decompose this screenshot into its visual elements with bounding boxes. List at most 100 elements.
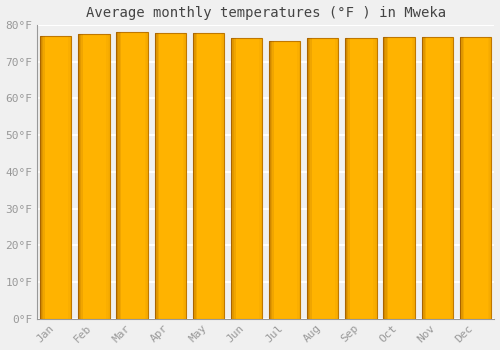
Bar (66, 36, 68, 319)
Bar (394, 37, 396, 319)
Bar (406, 37, 407, 319)
Bar (452, 37, 453, 319)
Bar (146, 32, 148, 319)
Bar (434, 37, 436, 319)
Bar (375, 38, 376, 319)
Bar (45, 36, 46, 319)
Bar (307, 38, 338, 319)
Bar (246, 38, 248, 319)
Bar (364, 38, 366, 319)
Bar (100, 34, 102, 319)
Bar (290, 41, 291, 319)
Bar (158, 33, 160, 319)
Bar (312, 38, 314, 319)
Bar (282, 41, 283, 319)
Bar (400, 37, 402, 319)
Bar (124, 32, 126, 319)
Bar (182, 33, 184, 319)
Bar (168, 33, 170, 319)
Bar (402, 37, 404, 319)
Bar (184, 33, 186, 319)
Bar (122, 32, 124, 319)
Bar (221, 33, 222, 319)
Bar (170, 33, 172, 319)
Bar (213, 33, 214, 319)
Bar (460, 37, 491, 319)
Bar (132, 32, 134, 319)
Bar (199, 33, 200, 319)
Bar (272, 41, 274, 319)
Bar (220, 33, 221, 319)
Bar (237, 38, 238, 319)
Bar (40, 36, 72, 319)
Bar (396, 37, 398, 319)
Bar (278, 41, 280, 319)
Bar (346, 38, 376, 319)
Bar (348, 38, 350, 319)
Bar (202, 33, 203, 319)
Bar (138, 32, 140, 319)
Bar (102, 34, 104, 319)
Bar (478, 37, 480, 319)
Bar (59, 36, 60, 319)
Bar (320, 38, 321, 319)
Bar (116, 32, 118, 319)
Bar (460, 37, 462, 319)
Bar (166, 33, 167, 319)
Bar (137, 32, 138, 319)
Bar (126, 32, 128, 319)
Bar (218, 33, 220, 319)
Bar (260, 38, 262, 319)
Bar (204, 33, 205, 319)
Bar (469, 37, 470, 319)
Bar (358, 38, 360, 319)
Bar (156, 33, 158, 319)
Bar (423, 37, 424, 319)
Bar (422, 37, 453, 319)
Bar (277, 41, 278, 319)
Bar (128, 32, 129, 319)
Bar (297, 41, 298, 319)
Bar (294, 41, 296, 319)
Bar (444, 37, 445, 319)
Bar (162, 33, 164, 319)
Bar (70, 36, 71, 319)
Bar (392, 37, 393, 319)
Bar (316, 38, 318, 319)
Bar (64, 36, 65, 319)
Bar (321, 38, 323, 319)
Bar (80, 34, 82, 319)
Bar (178, 33, 180, 319)
Bar (269, 41, 270, 319)
Bar (464, 37, 466, 319)
Bar (210, 33, 212, 319)
Bar (214, 33, 216, 319)
Bar (448, 37, 450, 319)
Bar (482, 37, 483, 319)
Bar (172, 33, 174, 319)
Bar (388, 37, 390, 319)
Bar (42, 36, 43, 319)
Bar (135, 32, 137, 319)
Bar (54, 36, 56, 319)
Title: Average monthly temperatures (°F ) in Mweka: Average monthly temperatures (°F ) in Mw… (86, 6, 446, 20)
Bar (231, 38, 262, 319)
Bar (154, 33, 156, 319)
Bar (105, 34, 106, 319)
Bar (232, 38, 234, 319)
Bar (118, 32, 120, 319)
Bar (89, 34, 91, 319)
Bar (486, 37, 488, 319)
Bar (422, 37, 423, 319)
Bar (94, 34, 96, 319)
Bar (108, 34, 110, 319)
Bar (222, 33, 224, 319)
Bar (164, 33, 166, 319)
Bar (284, 41, 286, 319)
Bar (362, 38, 364, 319)
Bar (212, 33, 213, 319)
Bar (412, 37, 413, 319)
Bar (98, 34, 100, 319)
Bar (50, 36, 51, 319)
Bar (354, 38, 356, 319)
